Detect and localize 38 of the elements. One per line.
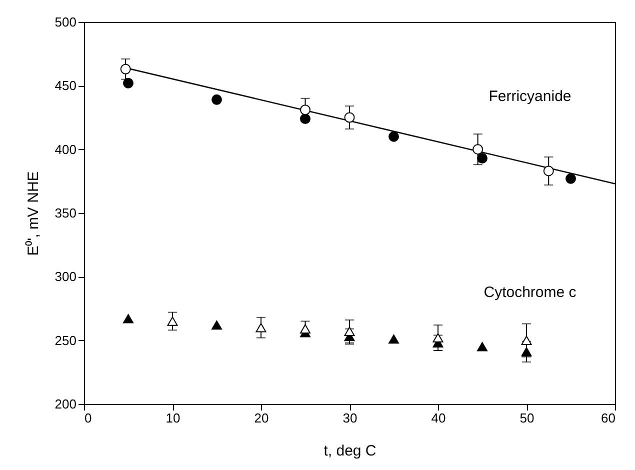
y-tick-label: 350 xyxy=(54,206,76,220)
point xyxy=(388,131,399,142)
x-axis-title: t, deg C xyxy=(324,442,376,460)
x-tick-label: 20 xyxy=(254,410,269,426)
point xyxy=(300,104,310,116)
point xyxy=(543,166,554,176)
x-tick-label: 60 xyxy=(601,410,616,426)
annotation: Cytochrome c xyxy=(484,284,577,301)
point xyxy=(123,78,134,88)
point xyxy=(388,334,399,344)
y-tick-label: 250 xyxy=(54,332,76,348)
x-tick-label: 40 xyxy=(431,410,446,426)
point xyxy=(566,173,576,184)
x-tick-label: 10 xyxy=(166,410,180,426)
point xyxy=(212,320,222,330)
point xyxy=(120,64,131,74)
point xyxy=(477,153,488,164)
point xyxy=(477,342,488,352)
point xyxy=(167,316,178,326)
point xyxy=(472,144,484,155)
point xyxy=(521,336,532,345)
x-tick-label: 0 xyxy=(84,410,92,426)
point xyxy=(212,94,222,105)
point xyxy=(123,314,134,324)
point xyxy=(344,112,355,123)
y-tick-label: 200 xyxy=(54,396,76,412)
y-tick-label: 450 xyxy=(54,78,76,94)
y-tick-label: 500 xyxy=(54,14,76,30)
y-tick-label: 400 xyxy=(54,142,76,157)
y-axis-title: E⁰', mV NHE xyxy=(24,171,42,256)
point xyxy=(432,333,444,342)
y-tick-label: 300 xyxy=(54,269,76,284)
point xyxy=(300,324,310,334)
x-tick-label: 30 xyxy=(342,410,358,426)
point xyxy=(256,322,266,332)
annotation: Ferricyanide xyxy=(488,88,572,105)
x-tick-label: 50 xyxy=(520,410,534,426)
point xyxy=(344,326,355,336)
